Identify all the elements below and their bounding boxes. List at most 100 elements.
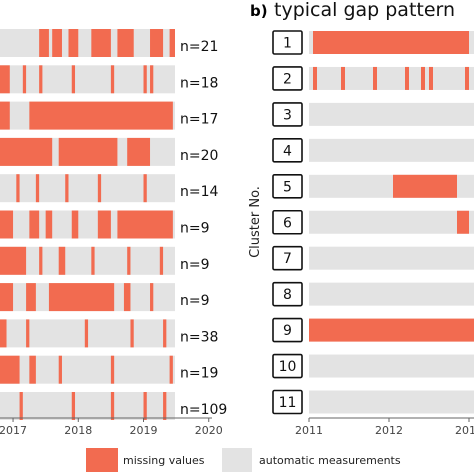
panel-a-gap-bar [91, 246, 95, 275]
panel-a-gap-bar [0, 283, 14, 312]
panel-a-row-background [0, 65, 175, 94]
panel-a-gap-bar [110, 65, 115, 94]
panel-b-gap-bar [405, 66, 409, 90]
panel-b-typical-gap-pattern: b) typical gap pattern Cluster No. 1 2 3 4 5… [248, 0, 474, 437]
panel-b-cluster-row: 1 [272, 30, 474, 55]
panel-a-row-count-label: n=20 [180, 148, 218, 164]
panel-b-cluster-number-box [272, 174, 303, 199]
panel-b-cluster-row: 7 [272, 245, 474, 271]
panel-a-gap-bar [48, 283, 115, 312]
legend-swatch-missing [86, 448, 118, 472]
panel-a-gap-bar [150, 65, 154, 94]
panel-b-x-tick-label: 2013 [455, 424, 474, 437]
panel-a-gap-bar [68, 29, 79, 57]
panel-b-cluster-row: 2 [272, 66, 474, 91]
panel-a-gap-bar [19, 392, 23, 420]
panel-a-row: n=14 [0, 174, 219, 203]
panel-a-row-count-label: n=9 [180, 221, 210, 237]
panel-a-gap-bar [71, 392, 76, 420]
panel-a-gap-bar [58, 137, 118, 166]
panel-a-gap-bar [0, 210, 14, 239]
panel-a-gap-bar [143, 65, 147, 94]
panel-a-gap-bar [26, 283, 36, 312]
panel-b-cluster-number: 10 [279, 359, 297, 375]
panel-b-cluster-number: 9 [283, 323, 292, 339]
panel-a-gap-bar [117, 29, 134, 57]
panel-a-row: n=20 [0, 137, 218, 166]
panel-a-gap-bar [127, 246, 131, 275]
panel-a-gap-bar [16, 174, 20, 203]
panel-a-gap-bar [35, 174, 40, 203]
panel-b-gap-bar [393, 174, 457, 198]
panel-b-letter: b) [250, 2, 268, 20]
panel-a-row-background [0, 392, 175, 420]
panel-b-cluster-row: 11 [272, 389, 474, 415]
panel-a-row: n=38 [0, 319, 218, 348]
panel-a-gap-bar [163, 319, 167, 348]
panel-a-gap-bar [143, 392, 147, 420]
panel-a-gap-bar [0, 101, 10, 130]
panel-a-row: n=9 [0, 246, 210, 275]
panel-a-gap-bar [29, 355, 36, 384]
panel-b-cluster-number-box [272, 209, 303, 235]
panel-a-x-tick-label: 2020 [195, 424, 223, 437]
panel-a-row-count-label: n=9 [180, 257, 210, 273]
panel-a-gap-bar [65, 174, 69, 203]
panel-b-cluster-number-box [272, 389, 303, 415]
panel-a-row-count-label: n=14 [180, 184, 219, 200]
panel-a-gap-bar [45, 210, 53, 239]
panel-a-gap-bar [84, 319, 89, 348]
panel-a-gap-bar [97, 174, 102, 203]
panel-a-row: n=17 [0, 101, 218, 130]
panel-a-gap-bar [39, 29, 49, 57]
panel-a-gap-bar [39, 65, 43, 94]
panel-a-gap-bar [0, 319, 7, 348]
panel-a-row: n=19 [0, 355, 218, 384]
panel-b-gap-bar [313, 31, 469, 54]
legend-label-automatic: automatic measurements [259, 454, 401, 467]
panel-b-gap-bar [373, 66, 377, 90]
panel-a-gap-bar [0, 65, 10, 94]
panel-b-row-background [309, 246, 474, 270]
panel-a-gap-bar [163, 392, 167, 420]
panel-a-gap-bar [130, 319, 134, 348]
panel-a-gap-bar [39, 246, 43, 275]
panel-a-x-tick-label: 2018 [64, 424, 92, 437]
panel-b-x-tick-label: 2012 [375, 424, 403, 437]
panel-b-gap-bar [457, 210, 469, 234]
panel-b-cluster-row: 5 [272, 174, 474, 199]
panel-a-gap-bar [22, 65, 27, 94]
panel-b-gap-bar [465, 66, 469, 90]
panel-a-gap-bar [117, 210, 173, 239]
panel-b-row-background [309, 354, 474, 378]
panel-b-cluster-number: 1 [283, 36, 292, 52]
panel-a-gap-bar [169, 355, 173, 384]
panel-b-cluster-number: 8 [283, 287, 292, 303]
panel-b-cluster-number: 4 [283, 143, 292, 159]
panel-a-gap-bar [29, 101, 173, 130]
panel-b-cluster-row: 3 [272, 102, 474, 127]
panel-b-cluster-row: 10 [272, 353, 474, 379]
panel-b-row-background [309, 138, 474, 162]
panel-b-row-background [309, 282, 474, 306]
panel-b-cluster-row: 9 [272, 317, 474, 343]
panel-b-row-background [309, 390, 474, 414]
panel-b-cluster-row: 4 [272, 138, 474, 163]
panel-a-row-count-label: n=18 [180, 75, 218, 91]
panel-a-gap-bar [110, 355, 115, 384]
panel-a-gap-bar [143, 174, 147, 203]
panel-a-gap-bar [150, 29, 164, 57]
panel-a-row-count-label: n=19 [180, 366, 218, 382]
panel-a-row: n=21 [0, 29, 218, 57]
panel-b-cluster-number-box [272, 138, 303, 163]
panel-a-x-tick-label: 2019 [130, 424, 158, 437]
panel-b-cluster-number-box [272, 102, 303, 127]
panel-a-gap-bar [29, 210, 40, 239]
legend-swatch-automatic [222, 448, 252, 472]
panel-a-row: n=18 [0, 65, 218, 94]
panel-a-gap-bar [0, 246, 27, 275]
panel-a-row-background [0, 174, 175, 203]
panel-a-row: n=9 [0, 210, 210, 239]
panel-a-gap-bar [150, 283, 154, 312]
